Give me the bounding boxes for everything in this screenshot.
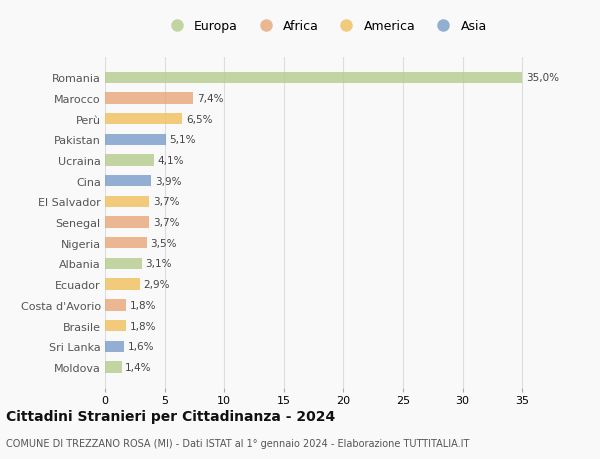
Bar [105, 238, 147, 249]
Text: 6,5%: 6,5% [186, 114, 212, 124]
Bar [105, 155, 154, 166]
Text: 7,4%: 7,4% [197, 94, 223, 104]
Text: 35,0%: 35,0% [526, 73, 559, 83]
Text: 3,7%: 3,7% [152, 218, 179, 228]
Bar [105, 362, 122, 373]
Legend: Europa, Africa, America, Asia: Europa, Africa, America, Asia [161, 17, 490, 35]
Text: 4,1%: 4,1% [157, 156, 184, 166]
Text: 2,9%: 2,9% [143, 280, 170, 290]
Text: 1,4%: 1,4% [125, 362, 152, 372]
Text: Cittadini Stranieri per Cittadinanza - 2024: Cittadini Stranieri per Cittadinanza - 2… [6, 409, 335, 423]
Text: 5,1%: 5,1% [169, 135, 196, 145]
Bar [105, 73, 522, 84]
Text: 3,5%: 3,5% [150, 238, 177, 248]
Bar [105, 217, 149, 228]
Bar [105, 341, 124, 352]
Text: 1,6%: 1,6% [128, 341, 154, 352]
Text: 1,8%: 1,8% [130, 300, 157, 310]
Text: 1,8%: 1,8% [130, 321, 157, 331]
Bar [105, 176, 151, 187]
Text: COMUNE DI TREZZANO ROSA (MI) - Dati ISTAT al 1° gennaio 2024 - Elaborazione TUTT: COMUNE DI TREZZANO ROSA (MI) - Dati ISTA… [6, 438, 469, 448]
Bar [105, 320, 127, 331]
Bar [105, 196, 149, 207]
Bar [105, 93, 193, 104]
Bar [105, 300, 127, 311]
Text: 3,7%: 3,7% [152, 197, 179, 207]
Text: 3,1%: 3,1% [146, 259, 172, 269]
Bar [105, 114, 182, 125]
Bar [105, 258, 142, 269]
Bar [105, 279, 140, 290]
Text: 3,9%: 3,9% [155, 176, 182, 186]
Bar [105, 134, 166, 146]
